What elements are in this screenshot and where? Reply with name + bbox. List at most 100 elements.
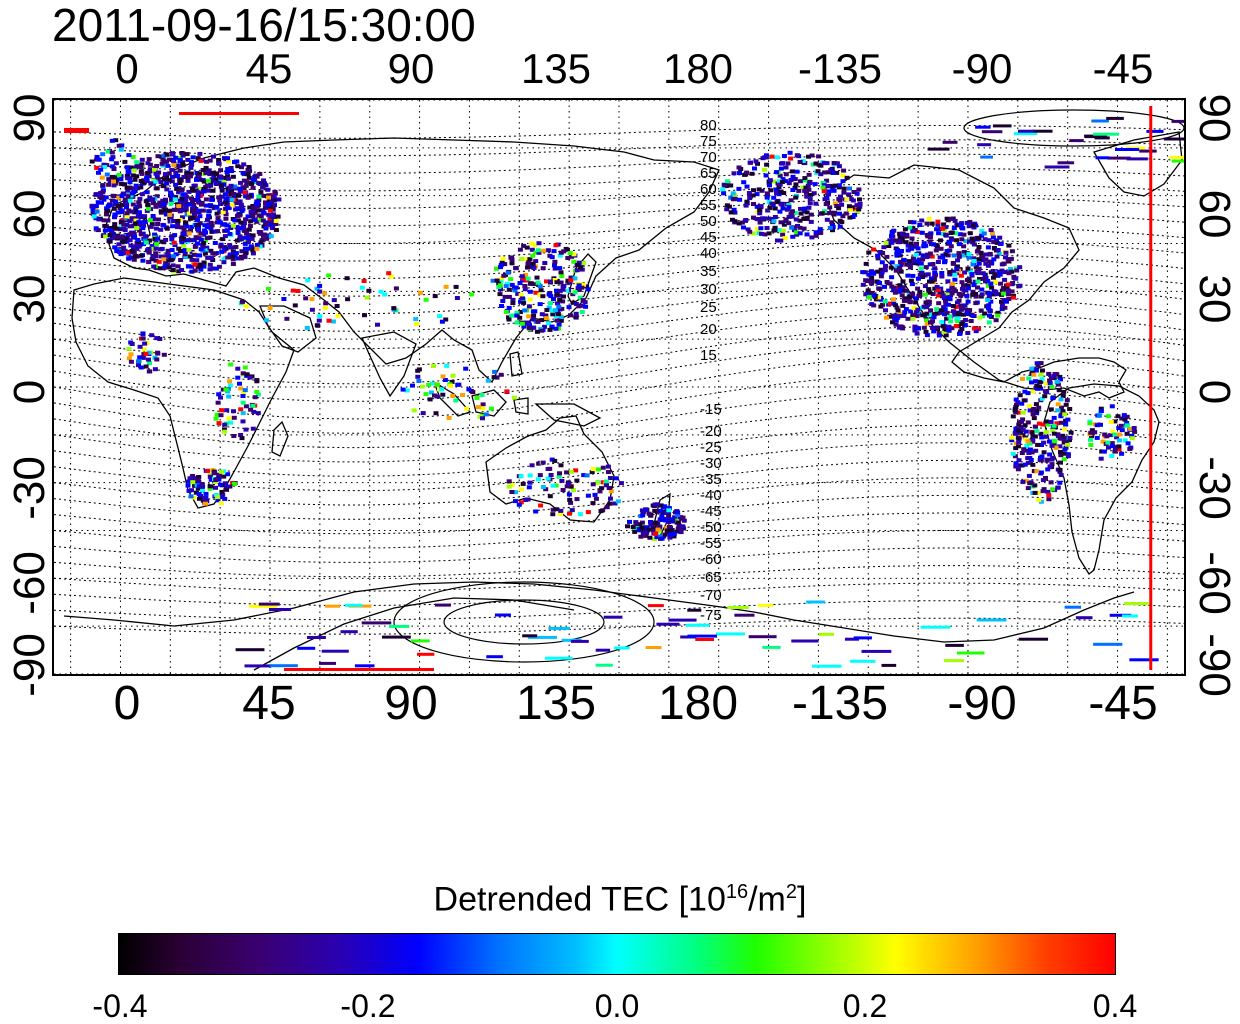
tec-point xyxy=(241,178,247,183)
tec-point xyxy=(1067,436,1073,440)
tec-streak xyxy=(656,622,680,626)
tec-point xyxy=(1062,427,1067,431)
tec-point xyxy=(887,281,893,286)
tec-point xyxy=(909,282,915,287)
tec-point xyxy=(410,383,415,388)
tec-point xyxy=(922,292,928,297)
tec-point xyxy=(1044,457,1050,462)
tec-point xyxy=(1017,393,1023,398)
tec-point xyxy=(1058,453,1064,458)
tec-point xyxy=(91,212,97,217)
tec-point xyxy=(186,479,192,484)
tec-point xyxy=(551,249,557,254)
tec-streak xyxy=(1171,159,1184,163)
tec-point xyxy=(860,282,866,287)
tec-point xyxy=(1065,442,1070,447)
tec-point xyxy=(1013,464,1019,469)
bottom-lon-tick: 0 xyxy=(113,677,141,730)
tec-point xyxy=(440,374,446,379)
tec-point xyxy=(198,231,204,236)
tec-point xyxy=(184,224,190,229)
tec-point xyxy=(836,183,842,188)
tec-point xyxy=(917,289,923,294)
tec-point xyxy=(1039,443,1044,447)
tec-point xyxy=(1006,288,1011,293)
tec-point xyxy=(552,458,558,463)
tec-point xyxy=(145,206,151,211)
tec-point xyxy=(940,255,946,260)
contour-line xyxy=(54,182,1184,209)
tec-point xyxy=(219,490,225,494)
tec-point xyxy=(914,241,919,246)
tec-point xyxy=(227,243,233,248)
tec-point xyxy=(879,260,885,265)
tec-point xyxy=(956,251,962,256)
tec-point xyxy=(184,171,190,176)
tec-point xyxy=(995,310,1001,315)
tec-point xyxy=(267,220,273,225)
tec-point xyxy=(190,155,196,160)
tec-point xyxy=(1058,473,1064,478)
tec-point xyxy=(475,405,481,410)
contour-label: -65 xyxy=(700,569,722,586)
tec-point xyxy=(134,246,140,251)
tec-point xyxy=(905,298,911,303)
tec-point xyxy=(804,190,809,195)
tec-point xyxy=(948,319,954,324)
tec-point xyxy=(969,272,975,277)
tec-point xyxy=(498,263,504,267)
tec-point xyxy=(899,293,905,298)
tec-point xyxy=(1025,420,1031,425)
tec-point xyxy=(1128,426,1134,431)
tec-point xyxy=(314,286,320,291)
tec-streak xyxy=(645,646,662,649)
tec-point xyxy=(124,211,130,216)
tec-point xyxy=(936,231,942,236)
contour-line xyxy=(54,494,1184,535)
contour-line xyxy=(54,325,1184,385)
tec-point xyxy=(175,221,181,226)
tec-point xyxy=(579,310,585,314)
tec-point xyxy=(1112,449,1118,454)
tec-point xyxy=(979,228,985,233)
tec-point xyxy=(432,294,438,299)
tec-point xyxy=(985,279,991,283)
tec-point xyxy=(877,250,883,254)
tec-point xyxy=(102,165,108,170)
tec-point xyxy=(754,192,760,197)
tec-point xyxy=(187,174,193,179)
tec-point xyxy=(128,243,134,248)
tec-point xyxy=(558,270,564,275)
tec-point xyxy=(651,525,657,530)
tec-point xyxy=(736,221,742,226)
tec-point xyxy=(764,195,770,200)
tec-point xyxy=(746,191,752,195)
tec-point xyxy=(936,293,942,298)
tec-point xyxy=(871,303,877,308)
tec-point xyxy=(986,259,992,264)
tec-point xyxy=(284,316,290,321)
tec-point xyxy=(498,278,504,283)
tec-point xyxy=(932,266,938,271)
tec-point xyxy=(199,202,204,207)
tec-point xyxy=(1057,467,1063,472)
tec-point xyxy=(180,215,185,220)
tec-point xyxy=(176,190,182,195)
tec-point xyxy=(111,206,117,211)
tec-point xyxy=(251,217,257,222)
tec-point xyxy=(254,390,260,394)
tec-point xyxy=(991,275,996,280)
tec-point xyxy=(193,235,199,240)
tec-point xyxy=(633,522,639,526)
tec-point xyxy=(721,191,727,196)
tec-point xyxy=(581,473,587,478)
tec-point xyxy=(185,483,191,488)
tec-point xyxy=(924,305,929,310)
tec-point xyxy=(557,293,563,298)
tec-point xyxy=(243,183,249,188)
tec-point xyxy=(179,225,185,230)
tec-point xyxy=(212,251,218,256)
tec-point xyxy=(226,394,232,399)
tec-point xyxy=(952,272,958,277)
tec-point xyxy=(854,209,860,214)
